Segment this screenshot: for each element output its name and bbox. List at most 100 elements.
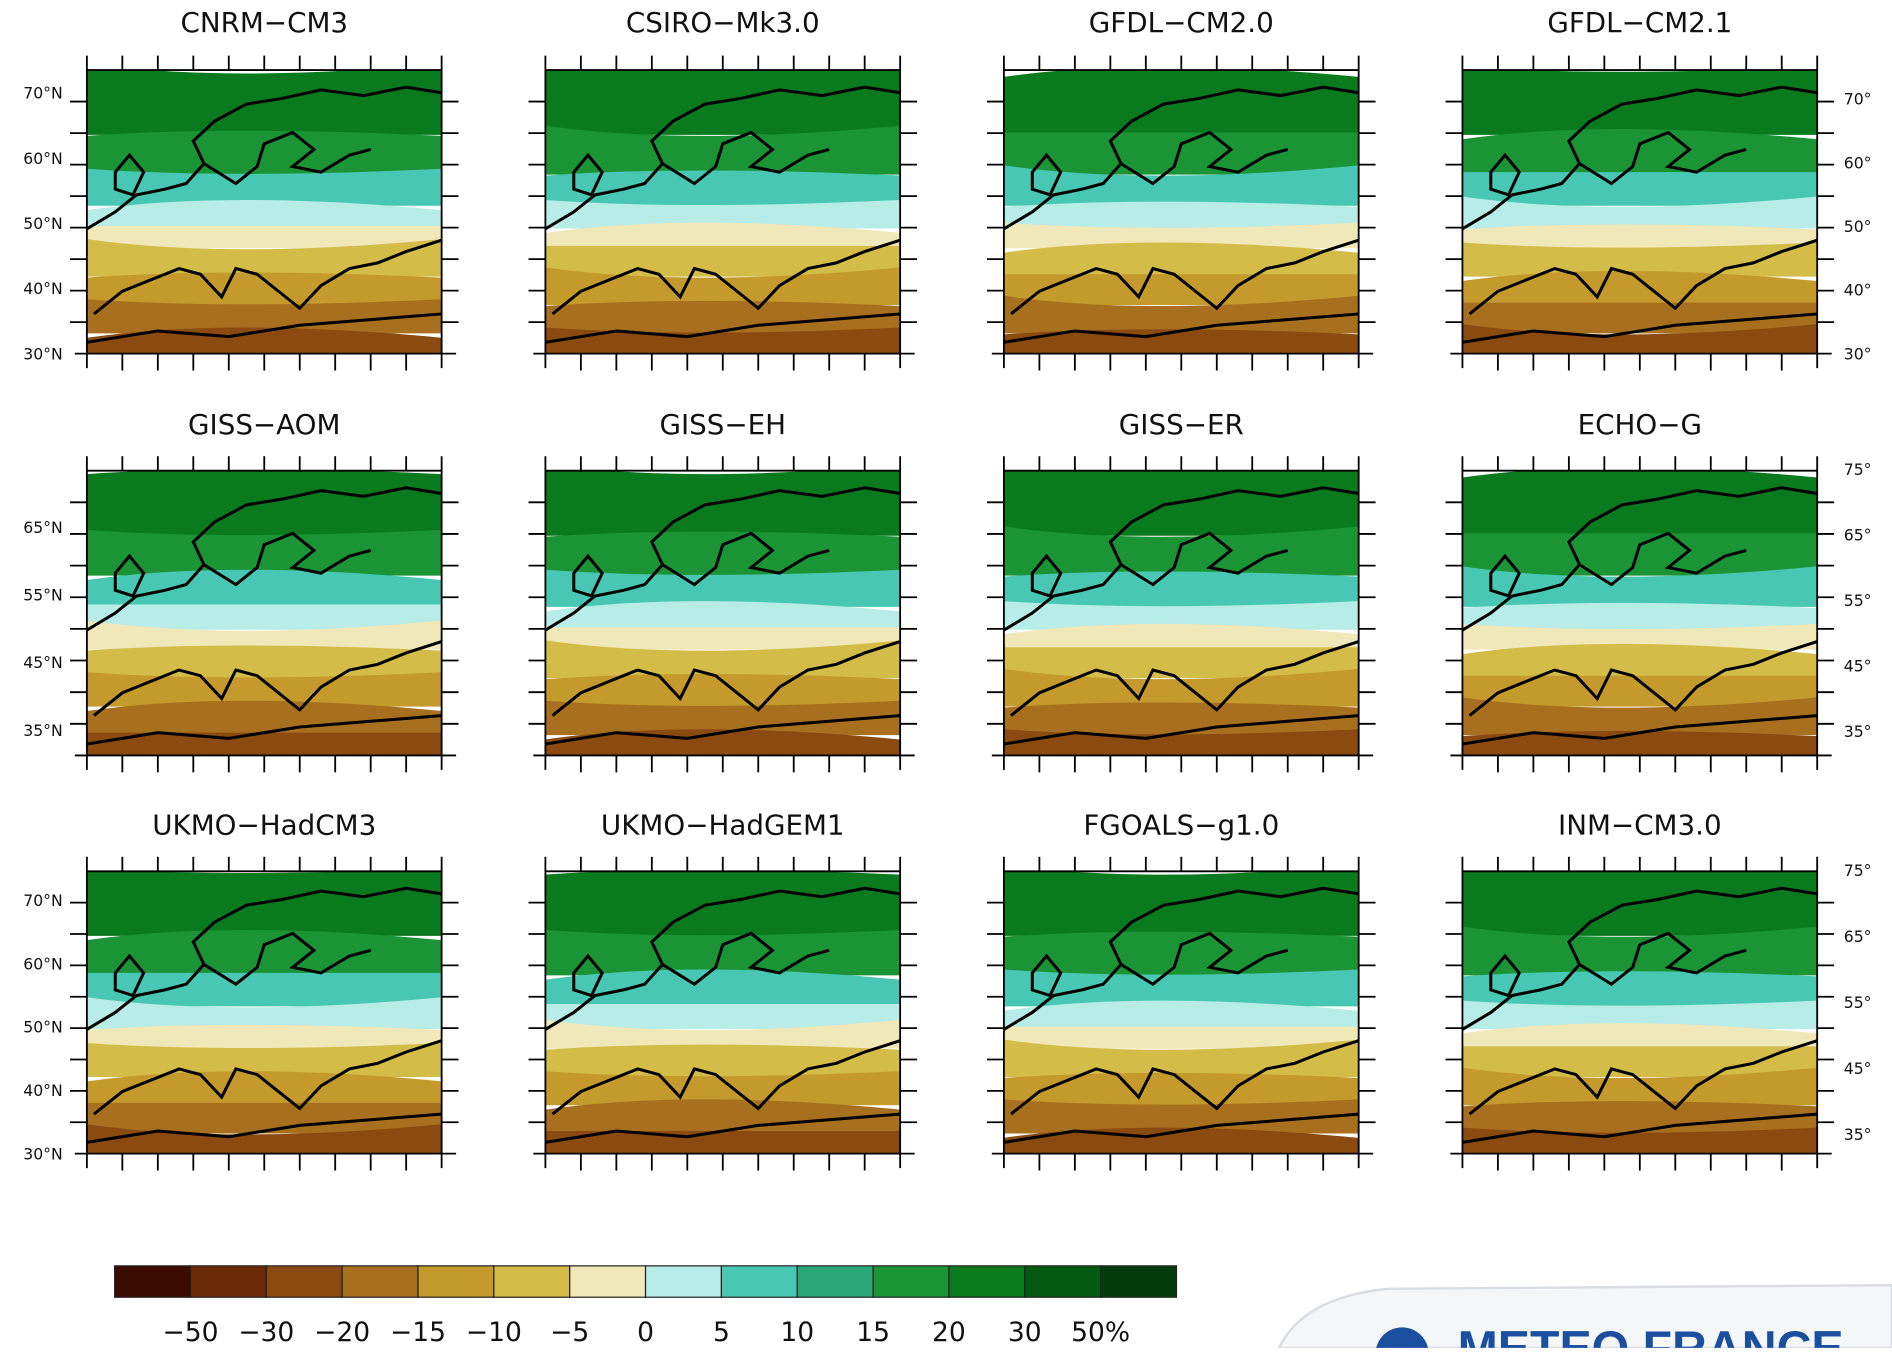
lat-label: 60°	[1844, 153, 1872, 172]
lat-label: 50°	[1844, 217, 1872, 236]
lat-label: 65°N	[23, 518, 63, 537]
map-panel: GISS−ER	[987, 408, 1376, 772]
colorbar: −50−30−20−15−10−5051015203050%	[115, 1266, 1177, 1348]
colorbar-box	[494, 1266, 570, 1297]
panel-title: UKMO−HadCM3	[152, 809, 376, 842]
colorbar-box	[1025, 1266, 1101, 1297]
map-field	[545, 70, 900, 359]
contour-band	[1462, 971, 1817, 1006]
colorbar-label: −5	[550, 1317, 589, 1348]
panel-title: INM−CM3.0	[1558, 809, 1722, 842]
lat-label: 60°N	[23, 954, 63, 973]
colorbar-box	[873, 1266, 949, 1297]
lat-label: 75°	[1844, 460, 1872, 479]
contour-band	[1462, 224, 1817, 248]
colorbar-box	[115, 1266, 191, 1297]
map-panel: ECHO−G75°65°55°45°35°	[1446, 408, 1872, 772]
lat-label: 30°	[1844, 344, 1872, 363]
lat-label: 75°	[1844, 861, 1872, 880]
colorbar-box	[721, 1266, 797, 1297]
map-panel: GISS−AOM 65°N 55°N 45°N 35°N	[23, 408, 458, 772]
lat-label: 55°N	[23, 586, 63, 605]
colorbar-label: 30	[1008, 1317, 1042, 1348]
panel-title: GISS−ER	[1119, 408, 1244, 441]
map-panel: GFDL−CM2.170°60°50°40°30°	[1446, 6, 1872, 370]
colorbar-box	[1101, 1266, 1177, 1297]
map-panel: FGOALS−g1.0	[987, 809, 1376, 1171]
colorbar-label: −20	[314, 1317, 370, 1348]
contour-band	[1462, 603, 1817, 630]
contour-band	[545, 674, 900, 707]
colorbar-label: 10	[780, 1317, 814, 1348]
figure: METEO FRANCE CNRM−CM3 70°N 60°N 50°N 40°N 30°…	[0, 0, 1892, 1348]
lat-label: 35°	[1844, 1125, 1872, 1144]
panel-title: GISS−AOM	[188, 408, 340, 441]
map-field	[545, 464, 900, 761]
colorbar-label: −15	[390, 1317, 446, 1348]
colorbar-box	[342, 1266, 418, 1297]
lat-label: 50°N	[23, 1018, 63, 1037]
contour-band	[545, 1045, 900, 1077]
contour-band	[87, 63, 442, 135]
lat-label: 30°N	[23, 344, 63, 363]
map-field	[1462, 67, 1817, 359]
logo-text: METEO FRANCE	[1458, 1321, 1844, 1348]
map-field	[87, 868, 442, 1159]
map-field	[1462, 871, 1817, 1159]
lat-label: 40°N	[23, 1081, 63, 1100]
panel-title: FGOALS−g1.0	[1083, 809, 1279, 842]
lat-label: 50°N	[23, 214, 63, 233]
lat-label: 45°	[1844, 1059, 1872, 1078]
colorbar-label: −50	[162, 1317, 218, 1348]
panel-title: GFDL−CM2.1	[1547, 6, 1732, 39]
contour-band	[1004, 571, 1359, 606]
contour-band	[545, 170, 900, 205]
map-field	[1004, 67, 1359, 359]
lat-label: 70°N	[23, 891, 63, 910]
map-panel: GISS−EH	[529, 408, 918, 772]
lat-label: 70°N	[23, 84, 63, 103]
colorbar-box	[190, 1266, 266, 1297]
map-field	[87, 469, 442, 761]
lat-label: 35°N	[23, 721, 63, 740]
lat-label: 45°N	[23, 653, 63, 672]
colorbar-box	[949, 1266, 1025, 1297]
colorbar-box	[646, 1266, 722, 1297]
map-panel: CSIRO−Mk3.0	[529, 6, 918, 370]
contour-band	[1004, 1073, 1359, 1105]
panel-title: UKMO−HadGEM1	[601, 809, 845, 842]
map-panel: UKMO−HadCM3 70°N 60°N 50°N 40°N 30°N	[23, 809, 458, 1171]
colorbar-label: −10	[466, 1317, 522, 1348]
map-field	[87, 63, 442, 359]
colorbar-label: −30	[238, 1317, 294, 1348]
map-panel: GFDL−CM2.0	[987, 6, 1376, 370]
panel-title: CNRM−CM3	[180, 6, 348, 39]
map-panel: UKMO−HadGEM1	[529, 809, 918, 1171]
map-field	[1004, 471, 1359, 761]
lat-label: 55°	[1844, 993, 1872, 1012]
map-field	[1004, 865, 1359, 1159]
map-panel: INM−CM3.0 75° 65° 55° 45° 35°	[1446, 809, 1872, 1171]
page: {"panels": [ {"title": "CNRM\u2212CM3", …	[0, 0, 1892, 1348]
lat-label: 65°	[1844, 526, 1872, 545]
lat-label: 60°N	[23, 149, 63, 168]
colorbar-box	[266, 1266, 342, 1297]
contour-band	[87, 646, 442, 679]
colorbar-label: 0	[637, 1317, 654, 1348]
colorbar-label: 50%	[1071, 1317, 1130, 1348]
panel-title: ECHO−G	[1578, 408, 1702, 441]
lat-label: 70°	[1844, 90, 1872, 109]
map-field	[1462, 467, 1817, 760]
colorbar-box	[418, 1266, 494, 1297]
panel-title: GISS−EH	[659, 408, 786, 441]
contour-band	[545, 464, 900, 536]
contour-band	[1004, 865, 1359, 936]
contour-band	[1004, 202, 1359, 229]
lat-label: 65°	[1844, 927, 1872, 946]
lat-label: 30°N	[23, 1144, 63, 1163]
logo: METEO FRANCE	[1279, 1285, 1892, 1348]
panel-title: GFDL−CM2.0	[1089, 6, 1274, 39]
colorbar-box	[570, 1266, 646, 1297]
lat-label: 35°	[1844, 722, 1872, 741]
